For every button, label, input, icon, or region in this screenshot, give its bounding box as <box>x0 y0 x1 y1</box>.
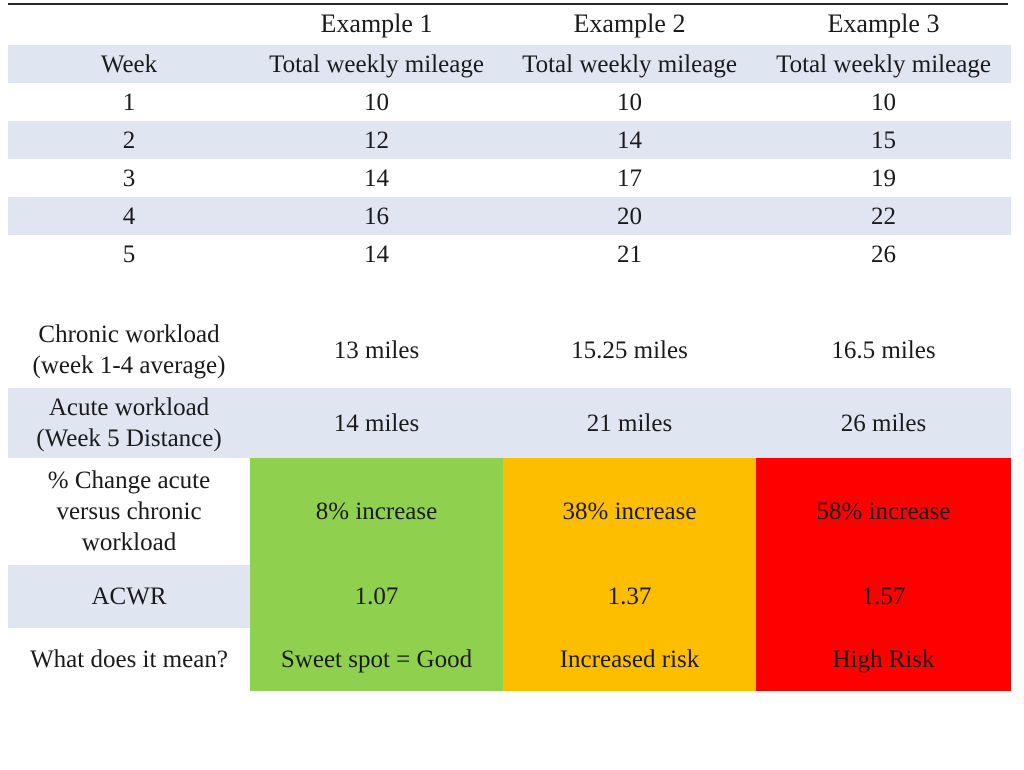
table-row: 3 14 17 19 <box>8 159 1011 197</box>
example-2-header: Example 2 <box>573 8 686 38</box>
mileage-value: 12 <box>364 126 389 154</box>
mileage-header-1: Total weekly mileage <box>269 50 484 78</box>
acute-label-line: (Week 5 Distance) <box>36 425 222 452</box>
table-row: 1 10 10 10 <box>8 83 1011 121</box>
chronic-workload-label: Chronic workload (week 1-4 average) <box>8 314 250 386</box>
week-number: 1 <box>122 88 136 116</box>
meaning-label: What does it mean? <box>30 646 228 673</box>
mileage-value: 14 <box>364 164 389 192</box>
acwr-value-1: 1.07 <box>250 565 503 628</box>
mileage-header-2: Total weekly mileage <box>522 50 737 78</box>
change-label-line: % Change acute <box>47 467 211 494</box>
acute-value-2: 21 miles <box>586 409 673 437</box>
change-label-line: workload <box>81 529 177 556</box>
mileage-value: 10 <box>871 88 896 116</box>
mileage-value: 20 <box>617 202 642 230</box>
chronic-workload-row: Chronic workload (week 1-4 average) 13 m… <box>8 314 1011 386</box>
acwr-value-3: 1.57 <box>756 565 1011 628</box>
example-1-header: Example 1 <box>320 8 433 38</box>
mileage-value: 10 <box>617 88 642 116</box>
chronic-label-line: Chronic workload <box>38 321 220 348</box>
acwr-label: ACWR <box>8 565 250 628</box>
column-header-row: Week Total weekly mileage Total weekly m… <box>8 45 1011 83</box>
mileage-value: 14 <box>364 240 389 268</box>
table-row: 5 14 21 26 <box>8 235 1011 273</box>
mileage-value: 22 <box>871 202 896 230</box>
example-3-header: Example 3 <box>827 8 940 38</box>
week-number: 2 <box>122 126 136 154</box>
percent-change-label: % Change acute versus chronic workload <box>8 458 250 565</box>
mileage-value: 16 <box>364 202 389 230</box>
week-header: Week <box>100 50 158 78</box>
table-row: 2 12 14 15 <box>8 121 1011 159</box>
table-row: 4 16 20 22 <box>8 197 1011 235</box>
change-value-3: 58% increase <box>756 458 1011 565</box>
mileage-value: 10 <box>364 88 389 116</box>
change-value-1: 8% increase <box>250 458 503 565</box>
meaning-value-3: High Risk <box>756 628 1011 691</box>
week-number: 5 <box>122 240 136 268</box>
acute-value-3: 26 miles <box>840 409 927 437</box>
mileage-value: 17 <box>617 164 642 192</box>
mileage-value: 19 <box>871 164 896 192</box>
acwr-value-2: 1.37 <box>503 565 756 628</box>
acute-value-1: 14 miles <box>333 409 420 437</box>
acute-workload-label: Acute workload (Week 5 Distance) <box>8 388 250 458</box>
mileage-value: 14 <box>617 126 642 154</box>
meaning-value-1: Sweet spot = Good <box>250 628 503 691</box>
mileage-value: 15 <box>871 126 896 154</box>
week-number: 4 <box>122 202 136 230</box>
acwr-row: ACWR 1.07 1.37 1.57 <box>8 565 1011 628</box>
change-label-line: versus chronic <box>56 498 202 525</box>
meaning-row: What does it mean? Sweet spot = Good Inc… <box>8 628 1011 691</box>
mileage-header-3: Total weekly mileage <box>776 50 991 78</box>
acute-workload-row: Acute workload (Week 5 Distance) 14 mile… <box>8 388 1011 458</box>
chronic-value-3: 16.5 miles <box>831 336 936 364</box>
mileage-value: 21 <box>617 240 642 268</box>
acute-label-line: Acute workload <box>48 394 210 421</box>
mileage-value: 26 <box>871 240 896 268</box>
chronic-label-line: (week 1-4 average) <box>32 352 226 379</box>
header-blank-cell <box>8 5 250 41</box>
week-number: 3 <box>122 164 136 192</box>
percent-change-row: % Change acute versus chronic workload 8… <box>8 458 1011 565</box>
chronic-value-1: 13 miles <box>333 336 420 364</box>
chronic-value-2: 15.25 miles <box>571 336 688 364</box>
table-top-rule <box>8 3 1008 5</box>
change-value-2: 38% increase <box>503 458 756 565</box>
meaning-value-2: Increased risk <box>503 628 756 691</box>
example-header-row: Example 1 Example 2 Example 3 <box>8 5 1011 41</box>
